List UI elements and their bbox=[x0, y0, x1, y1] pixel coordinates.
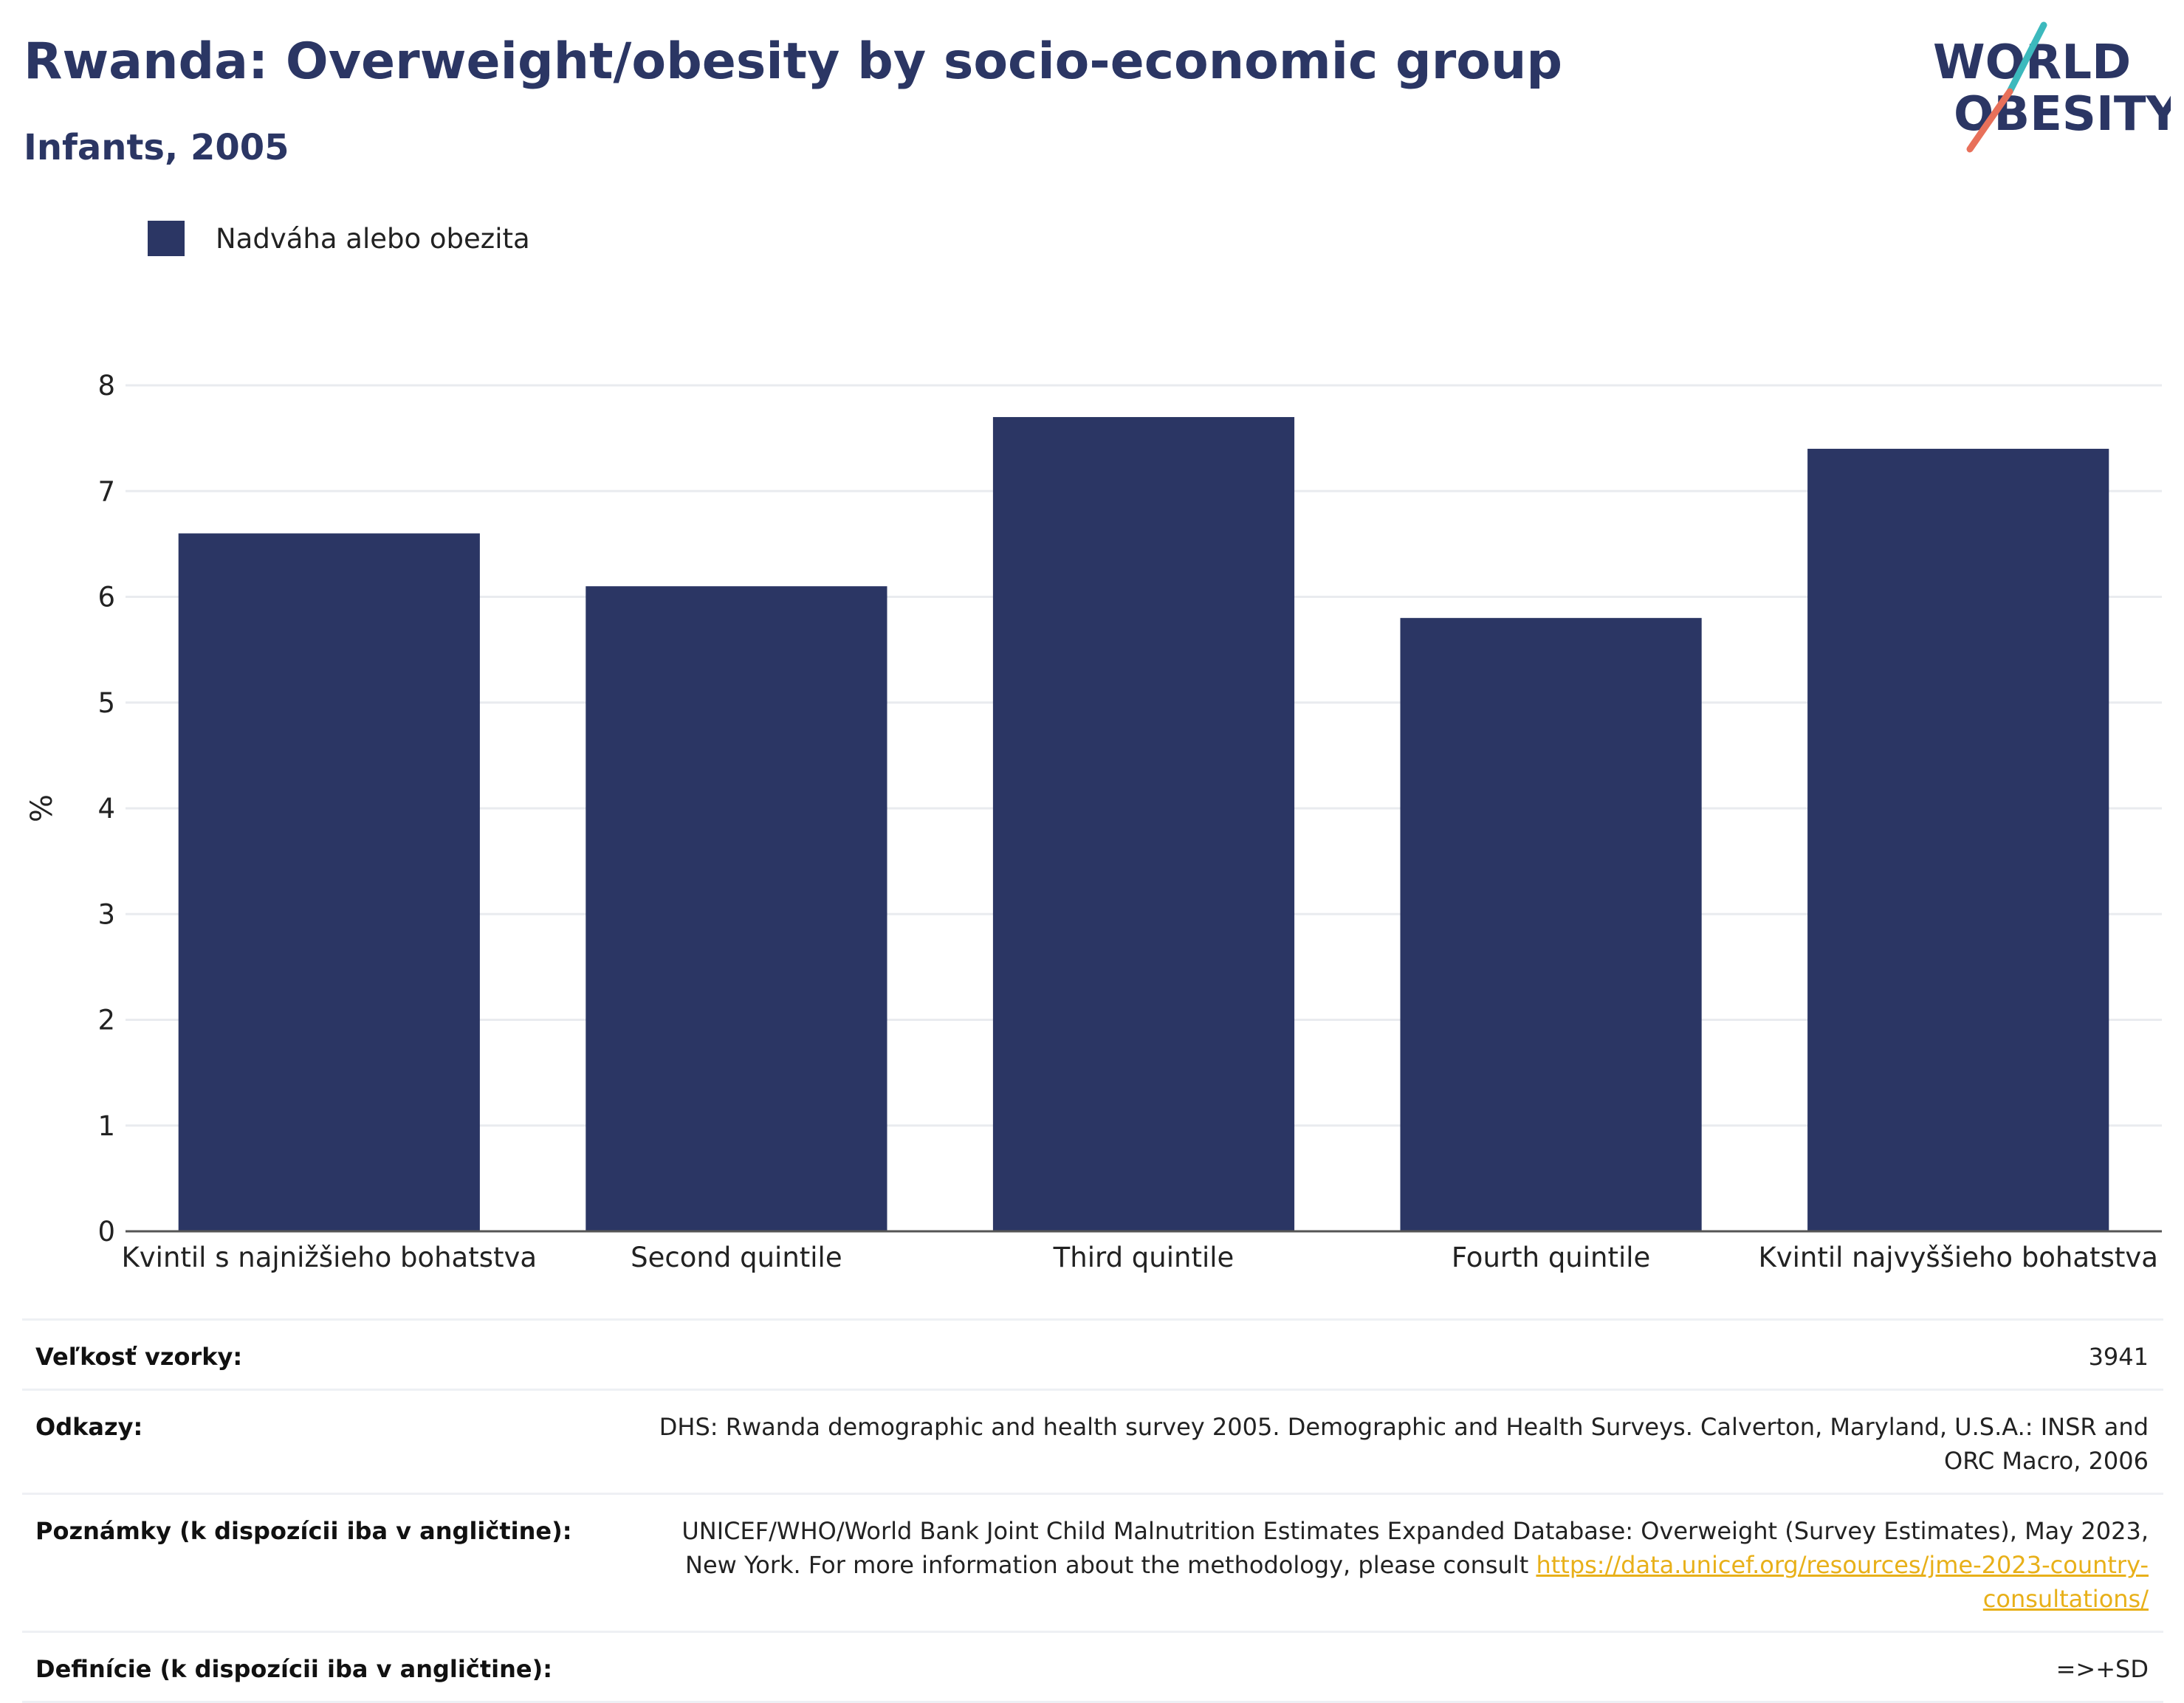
y-tick-label: 5 bbox=[97, 687, 115, 719]
chart-subtitle: Infants, 2005 bbox=[24, 127, 289, 168]
info-row-refs: Odkazy: DHS: Rwanda demographic and heal… bbox=[22, 1389, 2163, 1494]
logo-line-obesity: OBESITY bbox=[1954, 87, 2171, 142]
info-row-definitions: Definície (k dispozícii iba v angličtine… bbox=[22, 1631, 2163, 1703]
notes-label: Poznámky (k dispozícii iba v angličtine)… bbox=[22, 1493, 611, 1632]
y-tick-label: 3 bbox=[97, 898, 115, 930]
bar bbox=[178, 533, 480, 1231]
x-tick-label: Kvintil s najnižšieho bohatstva bbox=[122, 1242, 538, 1273]
y-tick-label: 1 bbox=[97, 1110, 115, 1142]
definitions-label: Definície (k dispozícii iba v angličtine… bbox=[22, 1631, 611, 1703]
logo-slash-teal bbox=[2006, 21, 2047, 95]
y-tick-label: 2 bbox=[97, 1005, 115, 1036]
references-value: DHS: Rwanda demographic and health surve… bbox=[611, 1389, 2163, 1494]
y-tick-label: 0 bbox=[97, 1216, 115, 1248]
notes-link[interactable]: https://data.unicef.org/resources/jme-20… bbox=[1536, 1551, 2149, 1613]
info-row-sample: Veľkosť vzorky: 3941 bbox=[22, 1318, 2163, 1390]
y-tick-label: 4 bbox=[97, 793, 115, 825]
chart-legend: Nadváha alebo obezita bbox=[148, 220, 530, 257]
bar bbox=[586, 586, 887, 1231]
info-table: Veľkosť vzorky: 3941 Odkazy: DHS: Rwanda… bbox=[22, 1318, 2163, 1703]
x-tick-label: Second quintile bbox=[631, 1242, 842, 1273]
notes-text: UNICEF/WHO/World Bank Joint Child Malnut… bbox=[681, 1517, 2149, 1579]
notes-value: UNICEF/WHO/World Bank Joint Child Malnut… bbox=[611, 1493, 2163, 1632]
x-tick-label: Third quintile bbox=[1053, 1242, 1234, 1273]
info-row-notes: Poznámky (k dispozícii iba v angličtine)… bbox=[22, 1493, 2163, 1632]
bar bbox=[1807, 448, 2109, 1232]
y-tick-label: 8 bbox=[97, 370, 115, 402]
legend-swatch bbox=[148, 221, 185, 256]
y-tick-label: 7 bbox=[97, 475, 115, 507]
chart-title: Rwanda: Overweight/obesity by socio-econ… bbox=[24, 32, 1563, 91]
definitions-value: =>+SD bbox=[611, 1631, 2163, 1703]
references-label: Odkazy: bbox=[22, 1389, 611, 1494]
y-axis-label: % bbox=[25, 794, 59, 822]
bar bbox=[992, 416, 1295, 1231]
bar bbox=[1400, 618, 1702, 1231]
logo-slash-coral bbox=[1966, 88, 2013, 153]
sample-size-label: Veľkosť vzorky: bbox=[22, 1318, 611, 1390]
bar-chart: 0 1 2 3 4 5 6 7 8% Kvintil s najnižšieho bohatstv… bbox=[25, 370, 2162, 1273]
x-tick-label: Kvintil najvyššieho bohatstva bbox=[1758, 1242, 2157, 1273]
world-obesity-logo: WORLD OBESITY bbox=[1933, 21, 2171, 153]
y-tick-label: 6 bbox=[97, 582, 115, 613]
legend-label: Nadváha alebo obezita bbox=[216, 222, 530, 255]
sample-size-value: 3941 bbox=[611, 1318, 2163, 1390]
x-tick-label: Fourth quintile bbox=[1452, 1242, 1650, 1273]
